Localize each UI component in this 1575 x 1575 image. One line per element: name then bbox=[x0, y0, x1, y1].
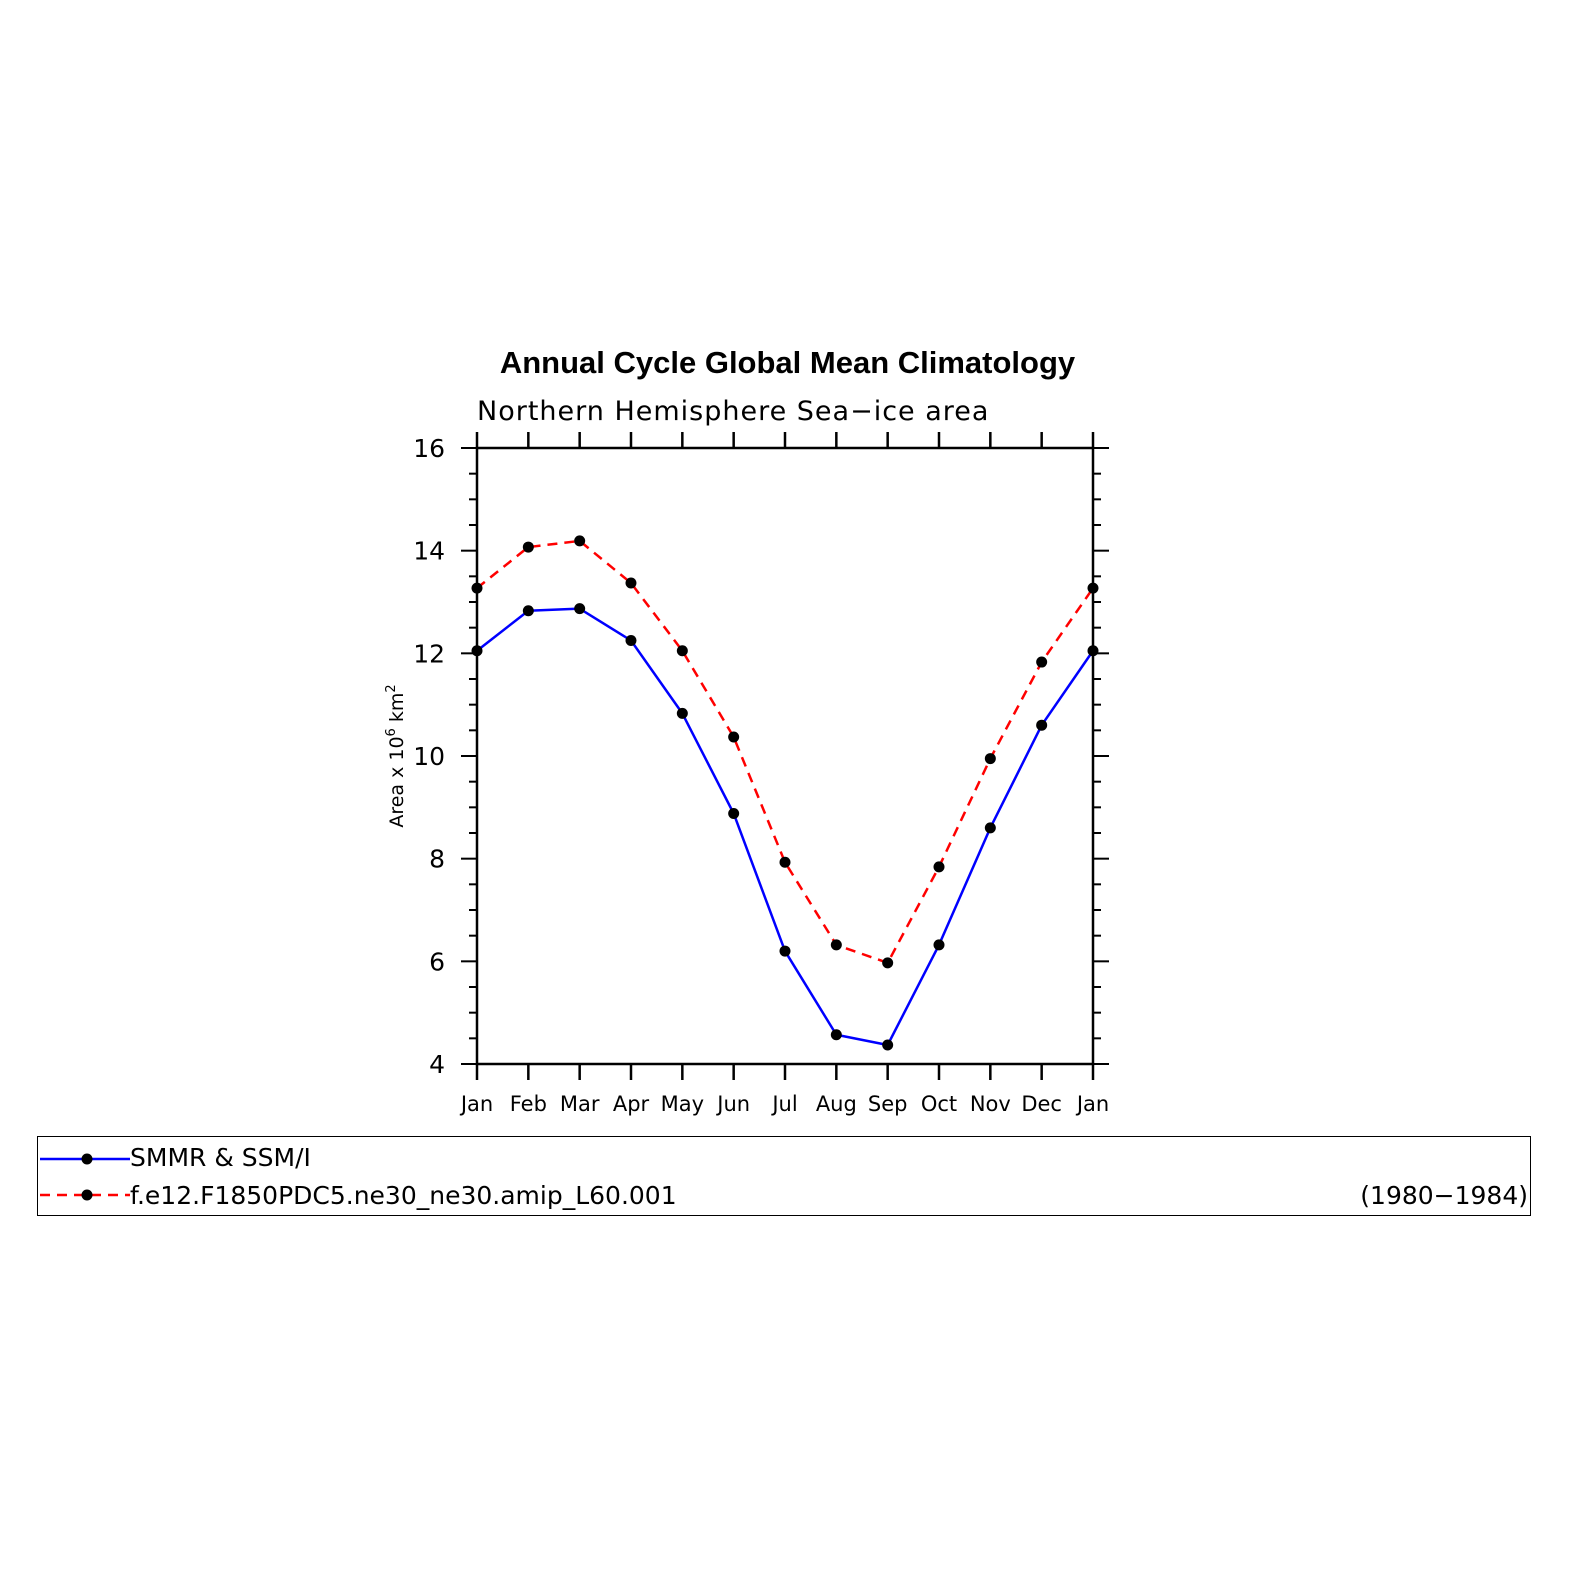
series-0-point bbox=[522, 605, 534, 617]
series-1-point bbox=[574, 535, 586, 547]
series-1-point bbox=[1087, 582, 1099, 594]
series-1-point bbox=[1036, 656, 1048, 668]
tick-labels: 4 6 8 10 12 14 16 Jan Feb Mar Apr May Jun Jul Aug Sep Oc… bbox=[413, 434, 1109, 1116]
y-tick-label: 14 bbox=[413, 537, 445, 566]
series-0-point bbox=[728, 807, 740, 819]
x-tick-label: Sep bbox=[868, 1092, 908, 1116]
series-0-point bbox=[933, 939, 945, 951]
x-tick-label: May bbox=[661, 1092, 704, 1116]
series-0-point bbox=[574, 603, 586, 615]
y-tick-label: 8 bbox=[429, 845, 445, 874]
series-1-point bbox=[830, 939, 842, 951]
series-1-point bbox=[471, 582, 483, 594]
legend-label-observed: SMMR & SSM/I bbox=[130, 1143, 311, 1172]
series-0-point bbox=[1087, 645, 1099, 657]
series-1-point bbox=[984, 753, 996, 765]
x-tick-label: Mar bbox=[560, 1092, 600, 1116]
x-tick-label: Oct bbox=[921, 1092, 957, 1116]
legend-line-observed bbox=[40, 1153, 130, 1165]
x-tick-label: Apr bbox=[613, 1092, 650, 1116]
chart-subtitle: Northern Hemisphere Sea−ice area bbox=[477, 396, 990, 427]
y-tick-label: 4 bbox=[429, 1050, 445, 1079]
x-tick-label: Jul bbox=[770, 1092, 797, 1116]
y-tick-label: 16 bbox=[413, 434, 445, 463]
series-0-point bbox=[1036, 719, 1048, 731]
series-line-0 bbox=[476, 607, 1095, 1047]
legend-item-observed: SMMR & SSM/I bbox=[38, 1139, 1530, 1175]
y-tick-label: 12 bbox=[413, 639, 445, 668]
y-tick-label: 10 bbox=[413, 742, 445, 771]
series-1-point bbox=[882, 957, 894, 969]
legend-item-model: f.e12.F1850PDC5.ne30_ne30.amip_L60.001 (… bbox=[38, 1177, 1530, 1213]
legend-years: (1980−1984) bbox=[1360, 1181, 1528, 1210]
series-0-point bbox=[779, 945, 791, 957]
series-1-point bbox=[728, 731, 740, 743]
x-tick-label: Dec bbox=[1021, 1092, 1062, 1116]
x-tick-label: Nov bbox=[970, 1092, 1011, 1116]
y-tick-label: 6 bbox=[429, 947, 445, 976]
plot-frame bbox=[475, 446, 1095, 1066]
series-0-point bbox=[830, 1029, 842, 1041]
series-0-point bbox=[984, 822, 996, 834]
y-axis-label: Area x 106 km2 bbox=[384, 684, 408, 827]
legend-line-model bbox=[40, 1189, 130, 1201]
series-0-point bbox=[882, 1039, 894, 1051]
series-0-point bbox=[676, 707, 688, 719]
series-line-1 bbox=[476, 539, 1095, 965]
x-tick-label: Jan bbox=[459, 1092, 493, 1116]
series-1-point bbox=[779, 856, 791, 868]
x-tick-label: Jan bbox=[1075, 1092, 1109, 1116]
chart-title: Annual Cycle Global Mean Climatology bbox=[499, 345, 1076, 380]
series-1-point bbox=[676, 645, 688, 657]
x-tick-label: Aug bbox=[816, 1092, 857, 1116]
x-tick-label: Feb bbox=[510, 1092, 547, 1116]
series-1-point bbox=[625, 577, 637, 589]
series-0-point bbox=[625, 635, 637, 646]
series-1-point bbox=[522, 541, 534, 553]
x-tick-label: Jun bbox=[715, 1092, 750, 1116]
tick-marks bbox=[461, 432, 1109, 1080]
legend: SMMR & SSM/I f.e12.F1850PDC5.ne30_ne30.a… bbox=[37, 1136, 1531, 1216]
legend-label-model: f.e12.F1850PDC5.ne30_ne30.amip_L60.001 bbox=[130, 1181, 677, 1210]
series-layer bbox=[471, 535, 1099, 1051]
series-0-point bbox=[471, 645, 483, 657]
series-1-point bbox=[933, 861, 945, 873]
